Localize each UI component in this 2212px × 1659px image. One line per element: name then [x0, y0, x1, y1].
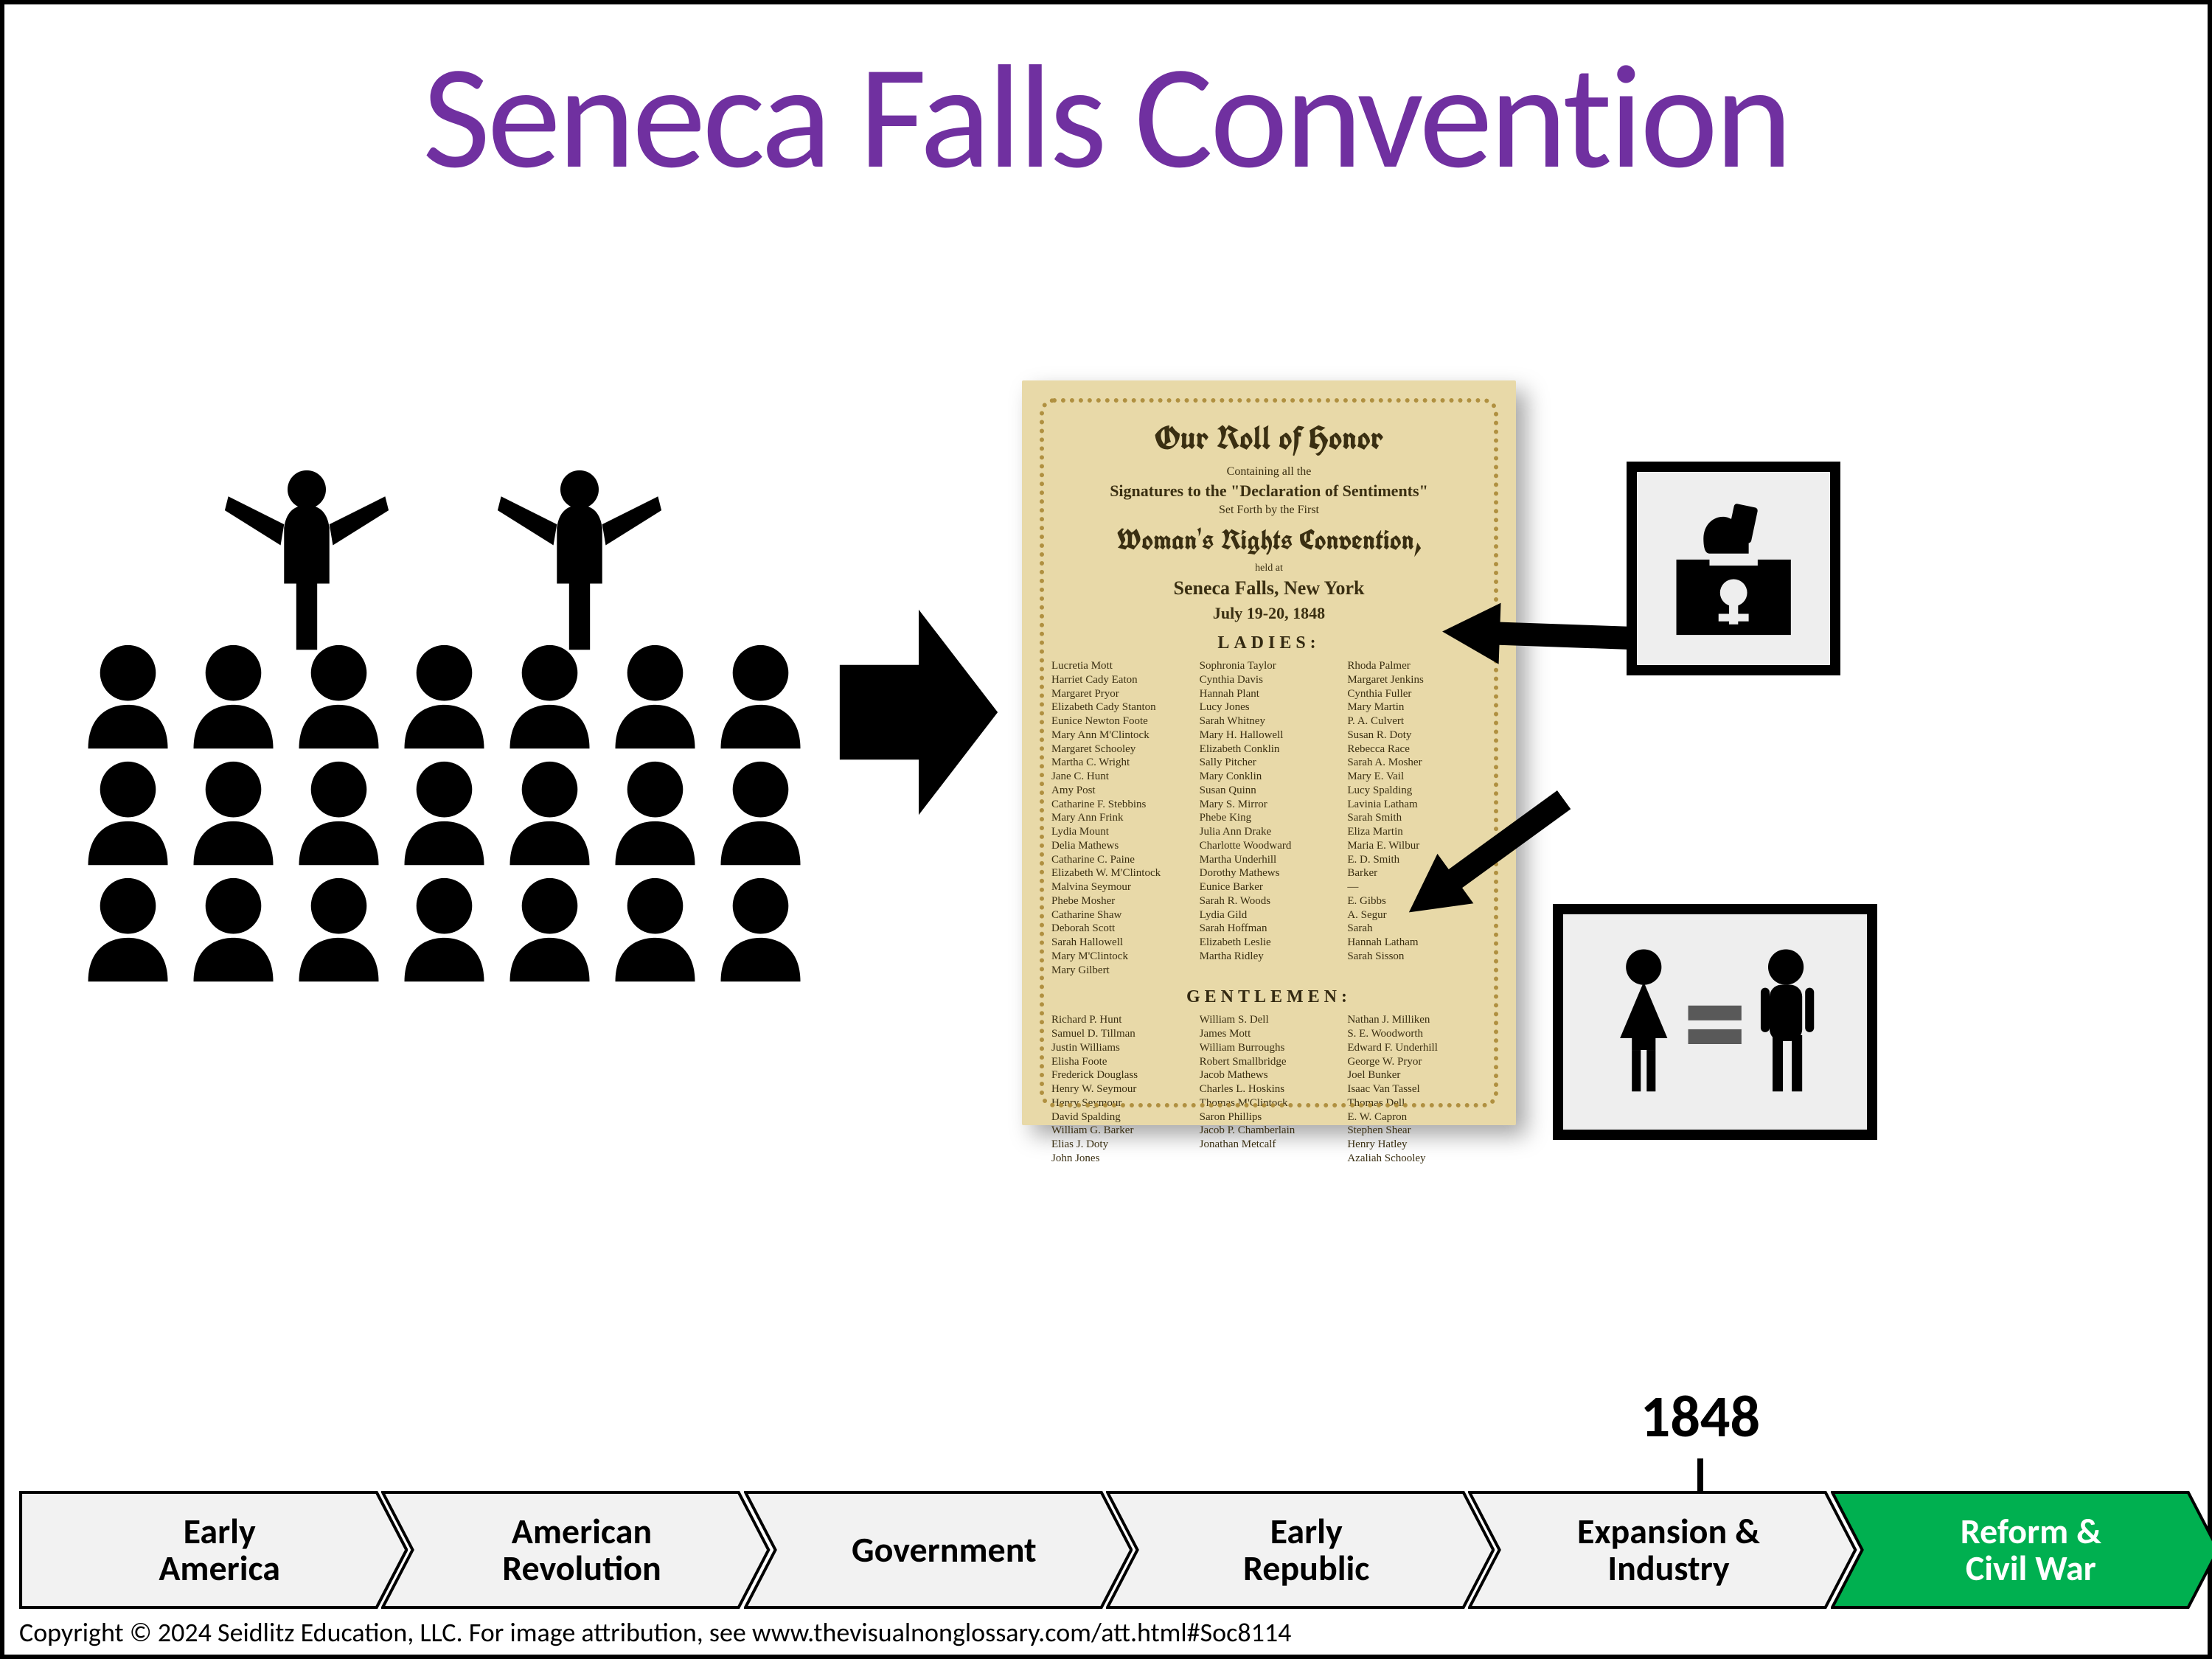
audience-member-icon	[184, 639, 283, 749]
slide-title: Seneca Falls Convention	[49, 27, 2163, 206]
arrow-right-icon	[838, 602, 1000, 823]
doc-name-column: Lucretia Mott Harriet Cady Eaton Margare…	[1051, 659, 1191, 977]
pointer-arrow-icon	[1441, 591, 1635, 678]
audience-member-icon	[711, 639, 810, 749]
timeline-item-label: Expansion &Industry	[1509, 1491, 1827, 1609]
declaration-document: Our Roll of Honor Containing all the Sig…	[1022, 380, 1516, 1125]
doc-main: Woman's Rights Convention,	[1051, 521, 1486, 558]
audience-member-icon	[78, 872, 178, 982]
audience-member-icon	[289, 872, 389, 982]
audience-member-icon	[500, 872, 599, 982]
equality-icon-box	[1553, 904, 1877, 1140]
voting-box-icon	[1658, 493, 1809, 644]
timeline-year-marker: 1848	[1641, 1381, 1760, 1492]
timeline-item: AmericanRevolution	[381, 1491, 770, 1609]
timeline-item-label: AmericanRevolution	[422, 1491, 740, 1609]
audience-member-icon	[711, 755, 810, 866]
audience-member-icon	[500, 755, 599, 866]
doc-name-column: Sophronia Taylor Cynthia Davis Hannah Pl…	[1200, 659, 1339, 977]
convention-audience-graphic	[78, 462, 815, 978]
audience-member-icon	[184, 755, 283, 866]
doc-name-column: William S. Dell James Mott William Burro…	[1200, 1013, 1339, 1165]
audience-member-icon	[605, 872, 705, 982]
timeline-year: 1848	[1641, 1381, 1760, 1453]
doc-gentlemen-title: GENTLEMEN:	[1051, 987, 1486, 1007]
speaker-silhouette-icon	[491, 462, 668, 653]
audience-member-icon	[605, 639, 705, 749]
audience-member-icon	[78, 639, 178, 749]
audience-member-icon	[394, 872, 494, 982]
doc-sub2: Signatures to the "Declaration of Sentim…	[1051, 481, 1486, 501]
doc-name-column: Nathan J. Milliken S. E. Woodworth Edwar…	[1347, 1013, 1486, 1165]
slide: Seneca Falls Convention	[0, 0, 2212, 1659]
audience-member-icon	[78, 755, 178, 866]
timeline-item: Expansion &Industry	[1468, 1491, 1857, 1609]
doc-sub1: Containing all the	[1051, 465, 1486, 479]
audience-member-icon	[711, 872, 810, 982]
voting-icon-box	[1627, 462, 1840, 675]
speaker-silhouette-icon	[218, 462, 395, 653]
doc-ladies-title: LADIES:	[1051, 633, 1486, 653]
timeline-item: Reform &Civil War	[1831, 1491, 2212, 1609]
copyright-text: Copyright © 2024 Seidlitz Education, LLC…	[19, 1616, 1291, 1649]
timeline-item-label: Government	[785, 1491, 1103, 1609]
doc-dates: July 19-20, 1848	[1051, 604, 1486, 623]
timeline-item: EarlyAmerica	[19, 1491, 408, 1609]
timeline-item: EarlyRepublic	[1106, 1491, 1495, 1609]
doc-name-column: Rhoda Palmer Margaret Jenkins Cynthia Fu…	[1347, 659, 1486, 977]
gender-equality-icon	[1596, 938, 1833, 1106]
audience-member-icon	[184, 872, 283, 982]
doc-held: held at	[1051, 563, 1486, 574]
timeline-item: Government	[744, 1491, 1133, 1609]
audience-member-icon	[394, 755, 494, 866]
doc-heading: Our Roll of Honor	[1051, 417, 1486, 459]
audience-member-icon	[394, 639, 494, 749]
timeline: EarlyAmerica AmericanRevolution Government…	[19, 1491, 2193, 1609]
audience-member-icon	[289, 755, 389, 866]
timeline-item-label: EarlyRepublic	[1147, 1491, 1465, 1609]
timeline-item-label: EarlyAmerica	[60, 1491, 378, 1609]
audience-member-icon	[500, 639, 599, 749]
timeline-item-label: Reform &Civil War	[1872, 1491, 2190, 1609]
doc-sub3: Set Forth by the First	[1051, 504, 1486, 517]
doc-location: Seneca Falls, New York	[1051, 577, 1486, 599]
audience-member-icon	[289, 639, 389, 749]
doc-name-column: Richard P. Hunt Samuel D. Tillman Justin…	[1051, 1013, 1191, 1165]
audience-member-icon	[605, 755, 705, 866]
